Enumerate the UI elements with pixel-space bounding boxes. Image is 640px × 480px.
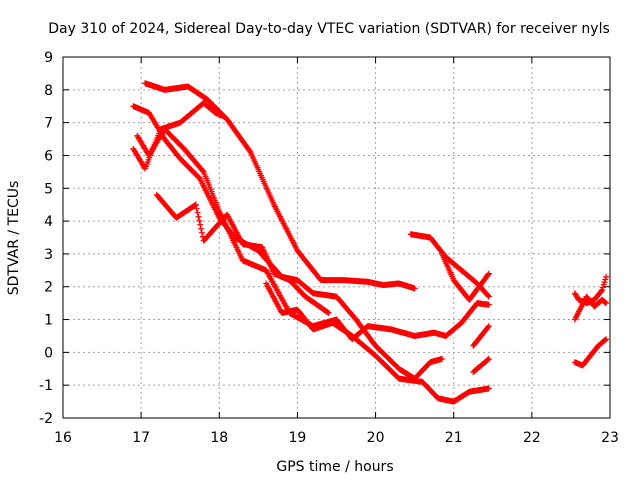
data-point xyxy=(198,229,205,236)
data-points xyxy=(130,80,610,405)
series-track-13 xyxy=(571,336,610,369)
data-point xyxy=(438,355,445,362)
data-point xyxy=(193,205,200,212)
y-axis-label: SDTVAR / TECUs xyxy=(6,181,22,296)
series-track-12 xyxy=(571,293,610,323)
data-point xyxy=(485,385,492,392)
x-tick-label: 22 xyxy=(523,430,541,446)
x-axis-label: GPS time / hours xyxy=(276,459,393,475)
y-tick-label: 2 xyxy=(44,280,53,296)
chart-title: Day 310 of 2024, Sidereal Day-to-day VTE… xyxy=(48,21,610,37)
y-tick-label: 0 xyxy=(44,345,53,361)
data-point xyxy=(603,273,610,280)
series-track-9 xyxy=(470,323,492,349)
x-tick-label: 20 xyxy=(367,430,385,446)
plot-frame xyxy=(62,56,611,419)
y-tick-label: 3 xyxy=(44,247,53,263)
data-point xyxy=(600,281,607,288)
data-point xyxy=(485,271,492,278)
data-point xyxy=(246,147,253,154)
data-point xyxy=(197,221,204,228)
data-point xyxy=(325,309,332,316)
data-point xyxy=(599,287,606,294)
data-point xyxy=(598,288,605,295)
data-point xyxy=(220,113,227,120)
data-point xyxy=(485,270,492,277)
data-point xyxy=(485,355,492,362)
data-point xyxy=(485,356,492,363)
x-tick-label: 17 xyxy=(132,430,150,446)
series-track-6 xyxy=(263,280,492,405)
data-point xyxy=(199,167,206,174)
data-point xyxy=(192,201,199,208)
data-point xyxy=(485,293,492,300)
data-point xyxy=(485,324,492,331)
grid xyxy=(63,57,610,418)
data-point xyxy=(602,276,609,283)
y-tick-label: 9 xyxy=(44,50,53,66)
series-track-3 xyxy=(134,126,492,343)
data-point xyxy=(602,336,609,343)
x-tick-label: 19 xyxy=(289,430,307,446)
y-tick-label: 7 xyxy=(44,116,53,132)
series-track-5 xyxy=(153,191,332,316)
data-point xyxy=(603,300,610,307)
series-track-10 xyxy=(470,355,492,376)
data-point xyxy=(324,309,331,316)
series-track-1 xyxy=(142,80,418,292)
series-track-4 xyxy=(130,99,227,172)
y-tick-label: 1 xyxy=(44,313,53,329)
data-point xyxy=(602,299,609,306)
data-point xyxy=(603,336,610,343)
data-point xyxy=(485,292,492,299)
x-tick-label: 21 xyxy=(445,430,463,446)
y-tick-label: 5 xyxy=(44,181,53,197)
y-tick-label: 4 xyxy=(44,214,53,230)
x-tick-label: 18 xyxy=(210,430,228,446)
data-point xyxy=(411,285,418,292)
x-tick-label: 23 xyxy=(601,430,619,446)
y-tick-label: -1 xyxy=(39,378,53,394)
data-point xyxy=(485,301,492,308)
y-tick-label: 8 xyxy=(44,83,53,99)
data-point xyxy=(196,217,203,224)
data-point xyxy=(195,213,202,220)
data-point xyxy=(601,279,608,286)
data-point xyxy=(485,323,492,330)
series-track-8 xyxy=(438,250,492,303)
series-track-2 xyxy=(130,103,445,382)
data-point xyxy=(194,209,201,216)
x-tick-label: 16 xyxy=(54,430,72,446)
y-tick-label: -2 xyxy=(39,411,53,427)
data-point xyxy=(599,284,606,291)
data-point xyxy=(198,225,205,232)
y-tick-label: 6 xyxy=(44,148,53,164)
